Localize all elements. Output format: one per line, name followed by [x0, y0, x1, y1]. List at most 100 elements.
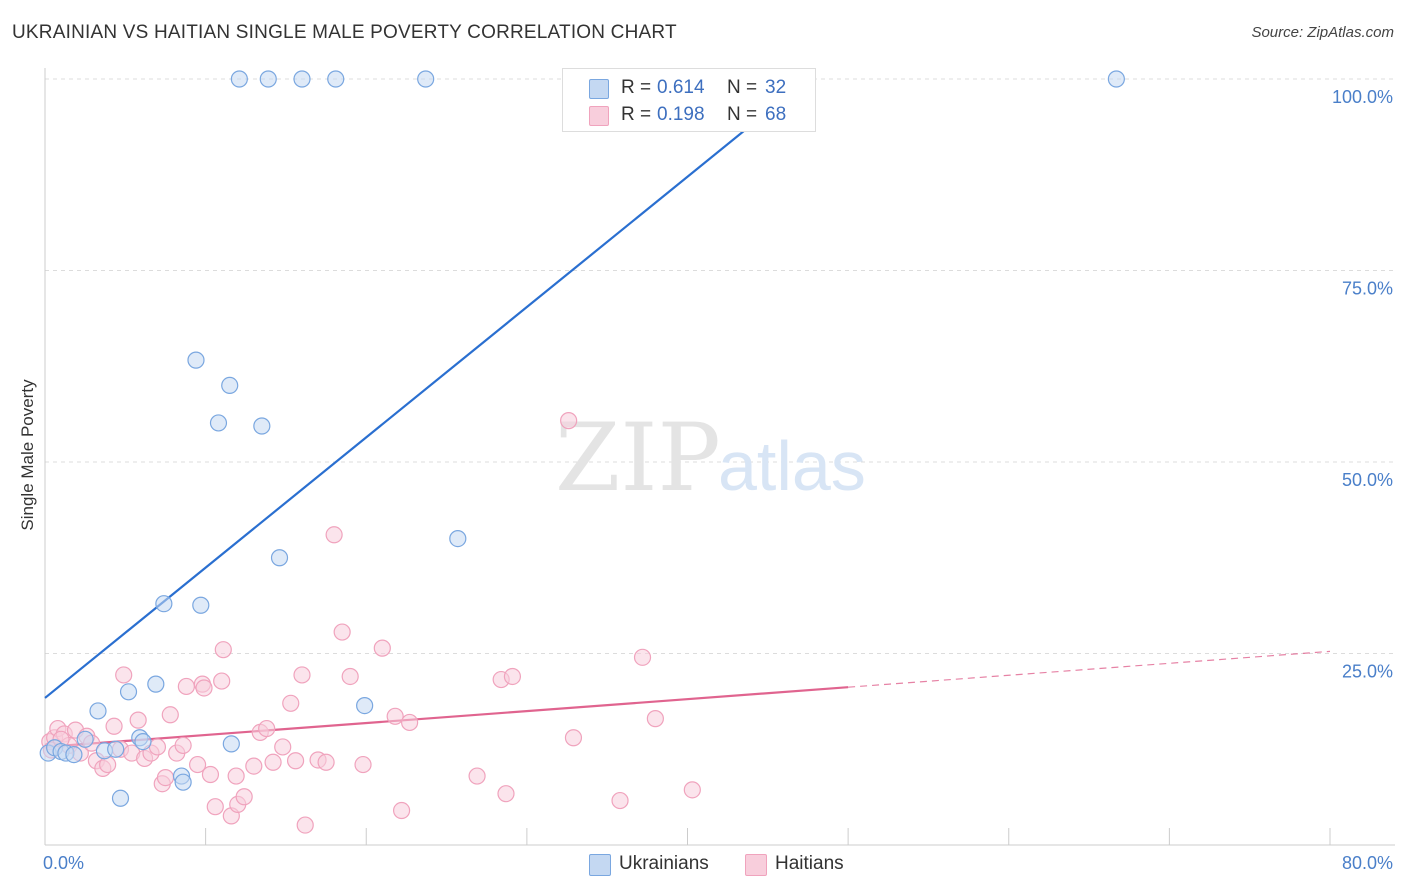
point-ukrainians [134, 732, 152, 751]
point-haitians [227, 767, 245, 785]
point-ukrainians [147, 675, 165, 693]
point-haitians [115, 666, 133, 684]
point-ukrainians [111, 789, 130, 807]
point-ukrainians [192, 596, 210, 614]
point-haitians [148, 738, 167, 756]
y-tick-label: 25.0% [1342, 662, 1393, 682]
point-ukrainians [449, 529, 467, 548]
point-haitians [468, 767, 486, 785]
y-tick-label: 50.0% [1342, 470, 1393, 490]
axes [44, 68, 1395, 846]
trend-line-ukrainians [44, 78, 809, 699]
point-haitians [633, 648, 652, 666]
legend-label-ukrainians: Ukrainians [619, 853, 709, 874]
point-haitians [497, 785, 515, 803]
y-tick-label: 75.0% [1342, 279, 1393, 299]
point-ukrainians [76, 730, 94, 748]
point-haitians [373, 639, 391, 657]
point-haitians [341, 667, 359, 686]
point-haitians [174, 736, 192, 755]
point-ukrainians [270, 549, 289, 567]
point-ukrainians [417, 70, 435, 88]
point-haitians [683, 781, 701, 799]
ukrainians-n-value: 32 [765, 77, 787, 98]
data-points [39, 70, 1125, 834]
haitians-legend-swatch [745, 854, 767, 876]
point-haitians [188, 755, 207, 774]
trend-line-haitians [44, 686, 849, 749]
point-haitians [214, 641, 232, 659]
point-ukrainians [107, 740, 125, 758]
point-ukrainians [209, 414, 228, 432]
trend-lines [44, 78, 1331, 749]
watermark-atlas: atlas [718, 427, 866, 505]
r-label: R = [621, 104, 652, 125]
haitians-r-value: 0.198 [657, 104, 705, 125]
ukrainians-swatch [589, 79, 609, 99]
point-haitians [564, 729, 583, 747]
point-haitians [386, 707, 404, 725]
trend-extension-haitians [848, 650, 1331, 688]
point-ukrainians [253, 417, 271, 435]
point-ukrainians [119, 683, 138, 701]
legend-label-haitians: Haitians [775, 853, 844, 874]
point-haitians [286, 752, 305, 770]
point-haitians [560, 412, 578, 430]
point-haitians [161, 706, 179, 724]
point-haitians [354, 755, 372, 774]
point-haitians [333, 623, 351, 641]
point-haitians [611, 791, 629, 810]
point-haitians [296, 816, 314, 834]
point-haitians [282, 694, 300, 712]
n-label: N = [727, 77, 758, 98]
haitians-n-value: 68 [765, 104, 787, 125]
point-ukrainians [89, 702, 107, 720]
point-haitians [195, 679, 213, 697]
stats-row-ukrainians: R = 0.614 N = 32 [563, 75, 815, 101]
point-ukrainians [293, 70, 311, 88]
point-haitians [213, 672, 231, 690]
point-ukrainians [327, 70, 345, 88]
tick-labels: 25.0% 50.0% 75.0% 100.0% 0.0% 80.0% [43, 87, 1393, 873]
point-haitians [392, 801, 411, 820]
ukrainians-r-value: 0.614 [657, 77, 705, 98]
point-haitians [325, 526, 343, 544]
point-haitians [646, 710, 664, 728]
point-haitians [503, 667, 522, 686]
point-ukrainians [65, 746, 83, 764]
y-tick-label: 100.0% [1332, 87, 1393, 107]
point-ukrainians [187, 351, 205, 369]
point-haitians [206, 798, 224, 816]
point-haitians [201, 765, 220, 784]
haitians-swatch [589, 106, 609, 126]
point-ukrainians [155, 595, 173, 613]
point-haitians [293, 666, 311, 684]
x-tick-label-end: 80.0% [1342, 853, 1393, 873]
point-haitians [245, 757, 263, 775]
n-label: N = [727, 104, 758, 125]
point-haitians [317, 753, 335, 771]
watermark-zip: ZIP [555, 404, 721, 513]
point-ukrainians [356, 696, 374, 715]
point-ukrainians [259, 70, 277, 88]
point-ukrainians [222, 735, 240, 753]
stats-row-haitians: R = 0.198 N = 68 [563, 102, 815, 128]
point-haitians [401, 713, 419, 732]
point-haitians [235, 788, 253, 806]
source-credit: Source: ZipAtlas.com [1251, 24, 1394, 41]
point-ukrainians [1107, 70, 1125, 88]
r-label: R = [621, 77, 652, 98]
stats-legend-box: R = 0.614 N = 32 R = 0.198 N = 68 [562, 68, 816, 132]
gridlines [45, 78, 1395, 654]
ukrainians-legend-swatch [589, 854, 611, 876]
point-haitians [258, 719, 276, 738]
chart-title: UKRAINIAN VS HAITIAN SINGLE MALE POVERTY… [12, 22, 677, 43]
point-ukrainians [221, 376, 239, 394]
point-ukrainians [230, 70, 248, 88]
point-haitians [129, 711, 147, 729]
x-tick-label-start: 0.0% [43, 853, 84, 873]
point-haitians [177, 677, 195, 696]
point-haitians [274, 738, 292, 756]
